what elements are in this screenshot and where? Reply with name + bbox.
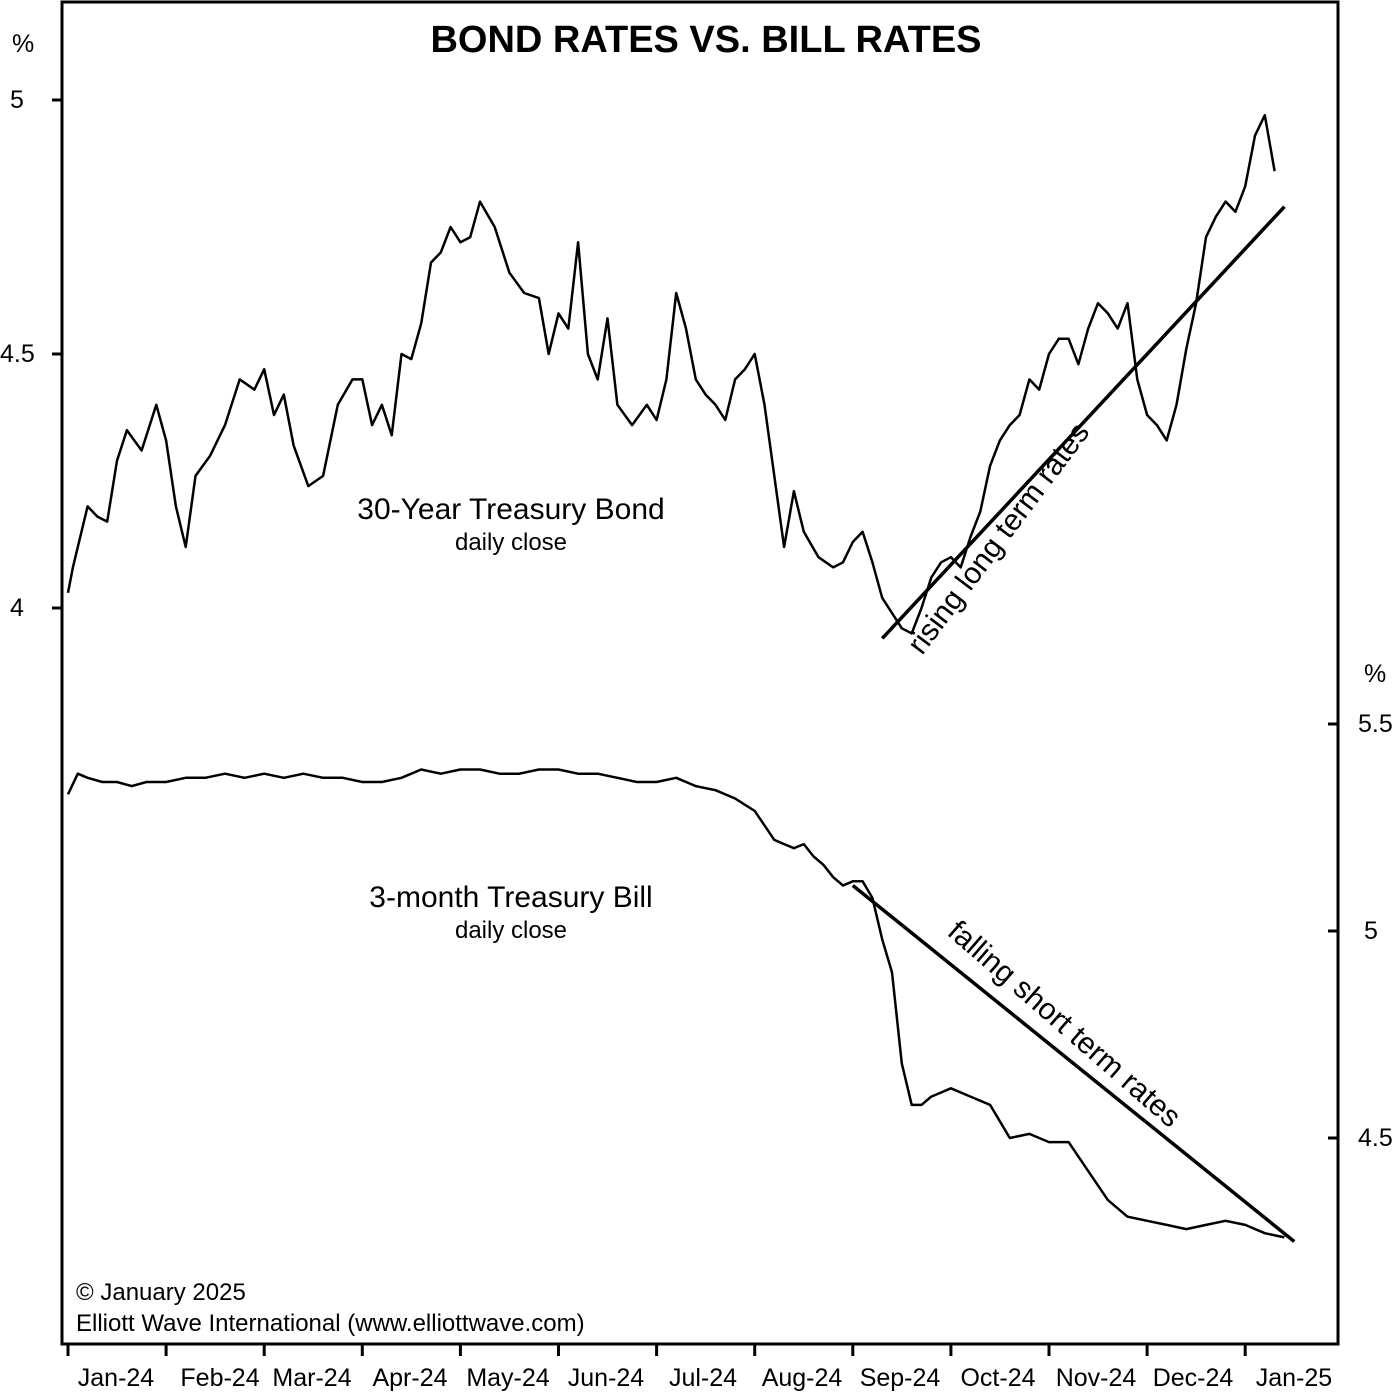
plot-frame bbox=[60, 0, 1340, 1346]
bill-series-sublabel: daily close bbox=[455, 917, 567, 944]
falling-trendline bbox=[851, 884, 1296, 1243]
copyright-text: © January 2025 bbox=[76, 1279, 246, 1306]
x-tick-label-aug-24: Aug-24 bbox=[762, 1364, 843, 1392]
right-tick-label: 5.5 bbox=[1358, 710, 1393, 738]
bond-series-sublabel: daily close bbox=[455, 529, 567, 556]
x-tick-label-nov-24: Nov-24 bbox=[1056, 1364, 1137, 1392]
right-axis-unit: % bbox=[1364, 660, 1386, 688]
right-tick-label: 4.5 bbox=[1358, 1124, 1393, 1152]
bill-series-line bbox=[66, 768, 1285, 1239]
left-tick-label: 4 bbox=[10, 594, 24, 622]
x-tick-label-sep-24: Sep-24 bbox=[860, 1364, 941, 1392]
x-axis: Jan-24 Feb-24 Mar-24 Apr-24 May-24 Jun-2… bbox=[78, 1364, 1332, 1392]
source-text: Elliott Wave International (www.elliottw… bbox=[76, 1310, 585, 1337]
left-tick-label: 5 bbox=[10, 86, 24, 114]
left-axis: 5 4.5 4 bbox=[0, 86, 62, 622]
x-tick-label-feb-24: Feb-24 bbox=[180, 1364, 259, 1392]
x-tick-label-apr-24: Apr-24 bbox=[372, 1364, 447, 1392]
x-tick-label-mar-24: Mar-24 bbox=[272, 1364, 351, 1392]
x-tick-label-jun-24: Jun-24 bbox=[568, 1364, 645, 1392]
x-tick-label-dec-24: Dec-24 bbox=[1153, 1364, 1234, 1392]
x-tick-label-jan-24: Jan-24 bbox=[78, 1364, 155, 1392]
bill-series-label: 3-month Treasury Bill bbox=[369, 881, 652, 914]
bond-series-line bbox=[66, 113, 1276, 635]
right-axis: 5.5 5 4.5 bbox=[1328, 710, 1393, 1152]
bond-series-label: 30-Year Treasury Bond bbox=[357, 493, 664, 526]
left-axis-unit: % bbox=[12, 30, 34, 58]
rising-trend-annotation: rising long term rates bbox=[901, 417, 1096, 661]
x-tick-label-oct-24: Oct-24 bbox=[960, 1364, 1035, 1392]
x-tick-label-jan-25: Jan-25 bbox=[1256, 1364, 1332, 1392]
x-axis-ticks bbox=[66, 1344, 1247, 1356]
rising-trendline bbox=[880, 205, 1286, 640]
right-tick-label: 5 bbox=[1364, 917, 1378, 945]
x-tick-label-may-24: May-24 bbox=[466, 1364, 549, 1392]
chart-title: BOND RATES VS. BILL RATES bbox=[430, 19, 981, 61]
left-tick-label: 4.5 bbox=[0, 340, 35, 368]
x-tick-label-jul-24: Jul-24 bbox=[669, 1364, 737, 1392]
